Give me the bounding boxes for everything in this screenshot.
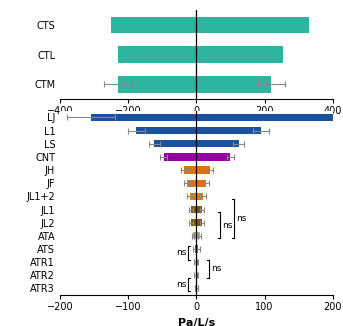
Bar (195, 245, 198, 253)
Bar (91, 114, 343, 121)
Bar (118, 76, 271, 93)
Text: ns: ns (211, 264, 221, 273)
Bar (190, 193, 203, 200)
Bar (184, 167, 210, 174)
Bar (196, 259, 197, 266)
Bar (118, 46, 283, 63)
Bar (111, 17, 309, 33)
X-axis label: Pa/L/s: Pa/L/s (178, 318, 215, 326)
Bar (164, 153, 230, 160)
Bar (154, 140, 239, 147)
Bar (193, 232, 200, 239)
Bar (187, 180, 206, 187)
Text: ns: ns (176, 248, 186, 258)
Bar (196, 272, 197, 279)
Bar (191, 206, 202, 213)
Text: ns: ns (176, 280, 186, 289)
Bar (137, 127, 261, 134)
Bar (191, 219, 202, 226)
Text: ns: ns (236, 214, 246, 223)
Text: ns: ns (222, 221, 233, 230)
